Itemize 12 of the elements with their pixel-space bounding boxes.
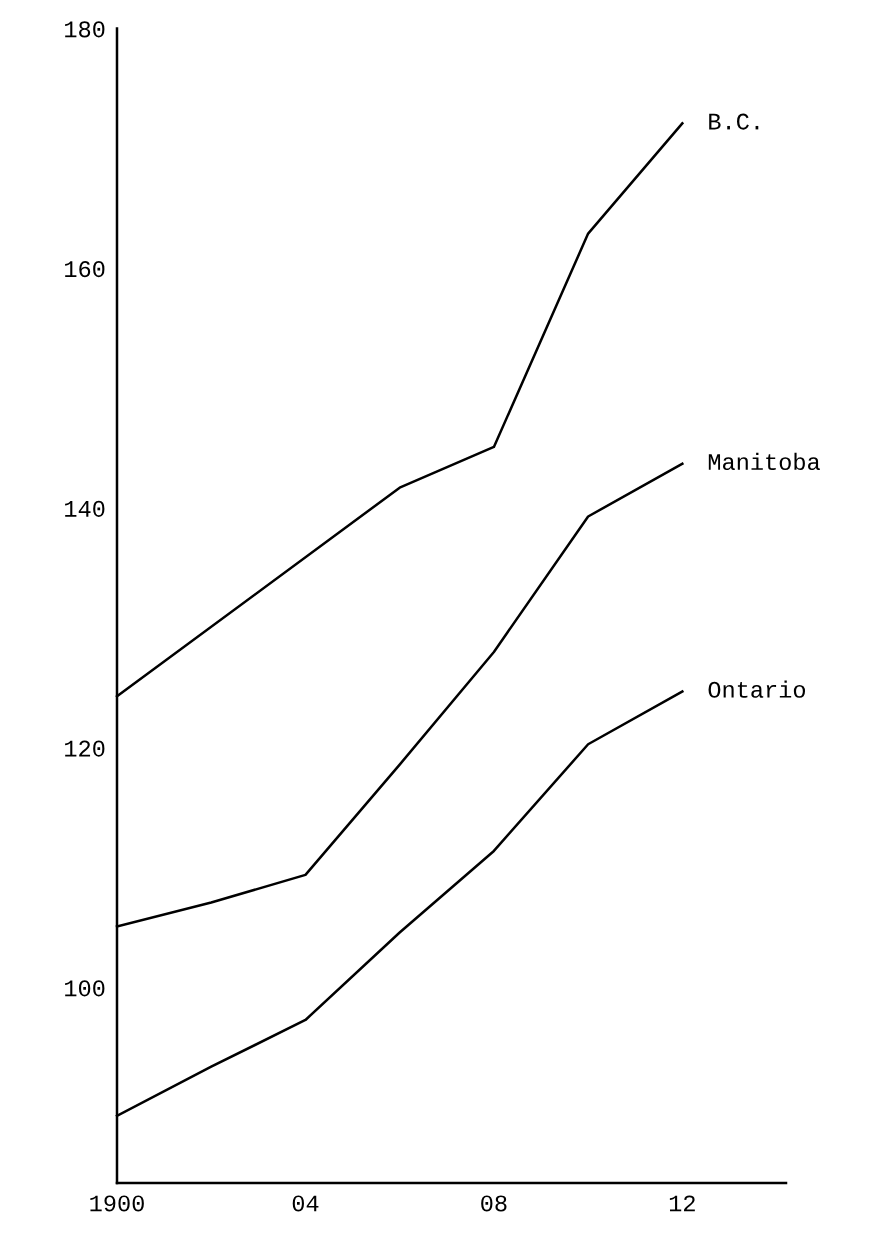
series-label: Manitoba [708, 452, 820, 471]
y-tick-label: 160 [65, 261, 105, 278]
y-tick-label: 140 [65, 500, 105, 517]
x-tick-label: 04 [292, 1195, 319, 1212]
y-tick-label: 180 [65, 21, 105, 38]
x-tick-label: 1900 [90, 1195, 144, 1212]
x-tick-label: 08 [481, 1195, 507, 1212]
y-tick-label: 100 [65, 980, 105, 997]
x-tick-label: 12 [669, 1195, 695, 1212]
series-label: Ontario [708, 680, 806, 698]
y-tick-label: 120 [65, 740, 105, 757]
series-label: B.C. [709, 113, 759, 130]
